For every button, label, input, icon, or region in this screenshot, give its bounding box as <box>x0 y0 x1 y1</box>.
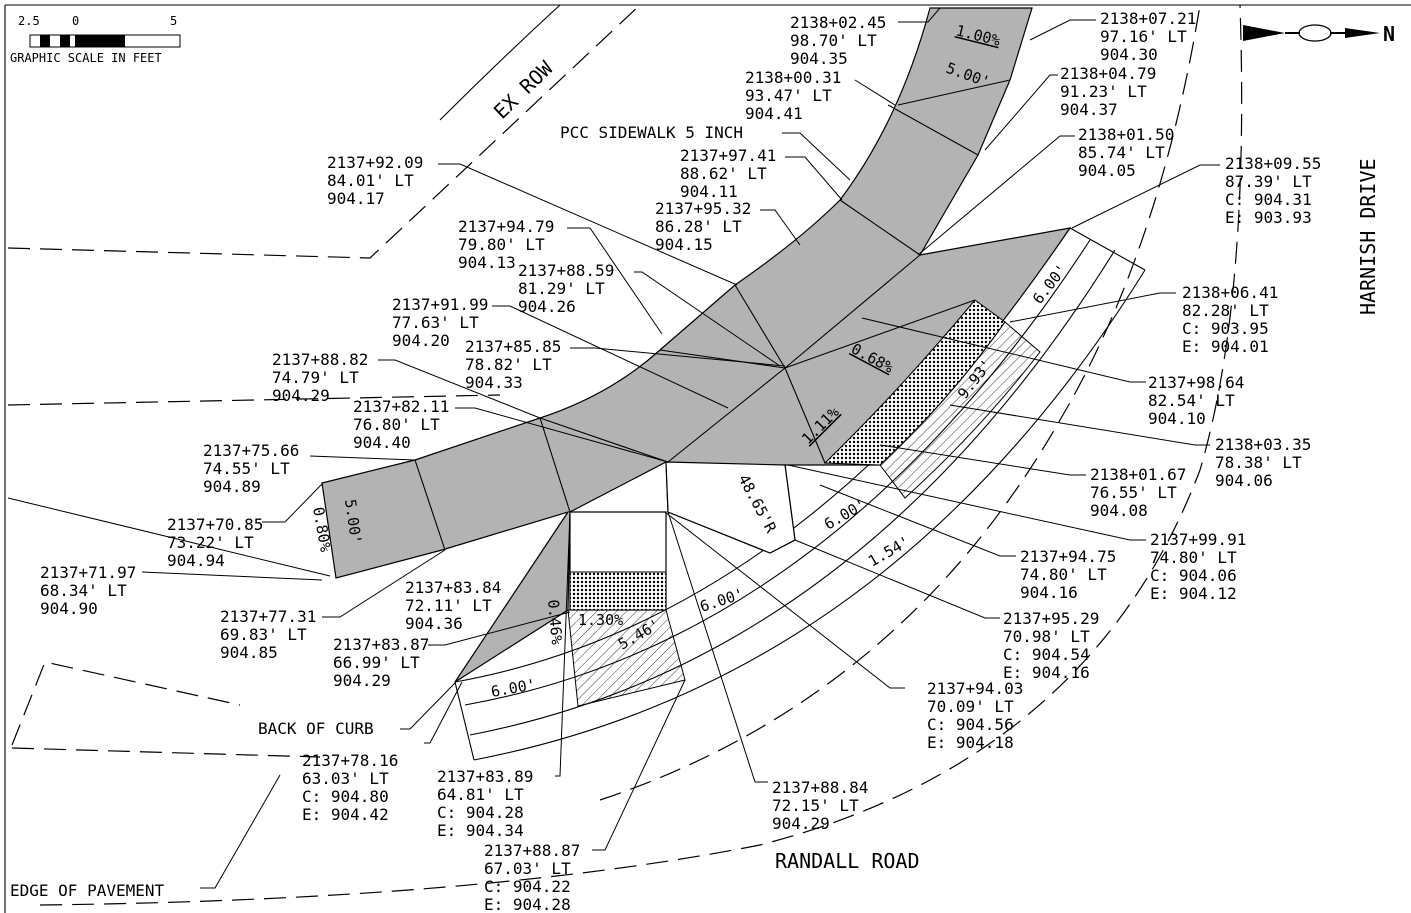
callout-c08: 2137+92.09 84.01' LT 904.17 <box>327 153 423 208</box>
callout-c06: 2138+09.55 87.39' LT C: 904.31 E: 903.93 <box>1225 154 1321 227</box>
callout-c23: 2137+71.97 68.34' LT 904.90 <box>40 563 136 618</box>
graphic-scale: 2.5 0 5 GRAPHIC SCALE IN FEET <box>10 14 181 65</box>
callout-c04: 2138+04.79 91.23' LT 904.37 <box>1060 64 1156 119</box>
callout-c09: 2137+95.32 86.28' LT 904.15 <box>655 199 751 254</box>
slope-label-1-30: 1.30% <box>578 611 623 629</box>
leader-lines <box>7 7 1220 889</box>
callout-c10: 2137+94.79 79.80' LT 904.13 <box>458 217 554 272</box>
callout-c24: 2137+94.75 74.80' LT 904.16 <box>1020 547 1116 602</box>
callout-c27: 2137+95.29 70.98' LT C: 904.54 E: 904.16 <box>1003 609 1099 682</box>
callout-c02: 2138+07.21 97.16' LT 904.30 <box>1100 9 1196 64</box>
callout-c13: 2137+91.99 77.63' LT 904.20 <box>392 295 488 350</box>
callout-c15: 2137+88.82 74.79' LT 904.29 <box>272 350 368 405</box>
ramp-breaklines <box>414 79 1011 551</box>
callout-c01: 2138+02.45 98.70' LT 904.35 <box>790 13 886 68</box>
north-arrow: N <box>1243 22 1395 46</box>
callout-c19: 2137+75.66 74.55' LT 904.89 <box>203 441 299 496</box>
label-ex-row: EX ROW <box>489 55 558 123</box>
sidewalk-area <box>321 7 1072 707</box>
callout-c16: 2137+98.64 82.54' LT 904.10 <box>1148 373 1244 428</box>
callout-c26: 2137+77.31 69.83' LT 904.85 <box>220 607 316 662</box>
drawing-frame <box>4 4 1411 913</box>
callout-c33: 2137+88.87 67.03' LT C: 904.22 E: 904.28 <box>484 841 580 913</box>
slope-label-0-46: 0.46% <box>544 599 566 646</box>
label-edge-of-pavement: EDGE OF PAVEMENT <box>10 881 164 900</box>
callout-c28: 2137+83.87 66.99' LT 904.29 <box>333 635 429 690</box>
callout-c32: 2137+88.84 72.15' LT 904.29 <box>772 778 868 833</box>
callout-c30: 2137+78.16 63.03' LT C: 904.80 E: 904.42 <box>302 751 398 824</box>
callout-c12: 2138+06.41 82.28' LT C: 903.95 E: 904.01 <box>1182 283 1278 356</box>
street-label-harnish: HARNISH DRIVE <box>1356 158 1380 315</box>
street-label-randall: RANDALL ROAD <box>775 849 920 873</box>
callout-c03: 2138+00.31 93.47' LT 904.41 <box>745 68 841 123</box>
scale-tick-left: 2.5 <box>18 14 40 28</box>
north-arrow-emblem-icon <box>1298 24 1332 42</box>
scale-tick-right: 5 <box>170 14 177 28</box>
callout-c07: 2137+97.41 88.62' LT 904.11 <box>680 146 776 201</box>
callout-c21: 2137+70.85 73.22' LT 904.94 <box>167 515 263 570</box>
callout-c29: 2137+94.03 70.09' LT C: 904.56 E: 904.18 <box>927 679 1023 752</box>
callout-c17: 2137+82.11 76.80' LT 904.40 <box>353 397 449 452</box>
scale-caption: GRAPHIC SCALE IN FEET <box>10 51 162 65</box>
dim-1-54: 1.54' <box>865 532 913 570</box>
dim-6-00-lower: 6.00' <box>698 585 747 616</box>
right-of-way-lines <box>7 4 1243 906</box>
dim-6-00-bottom: 6.00' <box>490 675 538 701</box>
scale-tick-zero: 0 <box>72 14 79 28</box>
callout-c18: 2138+03.35 78.38' LT 904.06 <box>1215 435 1311 490</box>
callout-c31: 2137+83.89 64.81' LT C: 904.28 E: 904.34 <box>437 767 533 840</box>
label-pcc-sidewalk: PCC SIDEWALK 5 INCH <box>560 123 743 142</box>
station-callouts: 2138+02.45 98.70' LT 904.35 2138+07.21 97.1… <box>40 9 1321 913</box>
callout-c05: 2138+01.50 85.74' LT 904.05 <box>1078 125 1174 180</box>
callout-c22: 2137+99.91 74.80' LT C: 904.06 E: 904.12 <box>1150 530 1246 603</box>
callout-c14: 2137+85.85 78.82' LT 904.33 <box>465 337 561 392</box>
label-back-of-curb: BACK OF CURB <box>258 719 374 738</box>
callout-c11: 2137+88.59 81.29' LT 904.26 <box>518 261 614 316</box>
callout-c25: 2137+83.84 72.11' LT 904.36 <box>405 578 501 633</box>
north-letter: N <box>1383 22 1395 46</box>
callout-c20: 2138+01.67 76.55' LT 904.08 <box>1090 465 1186 520</box>
